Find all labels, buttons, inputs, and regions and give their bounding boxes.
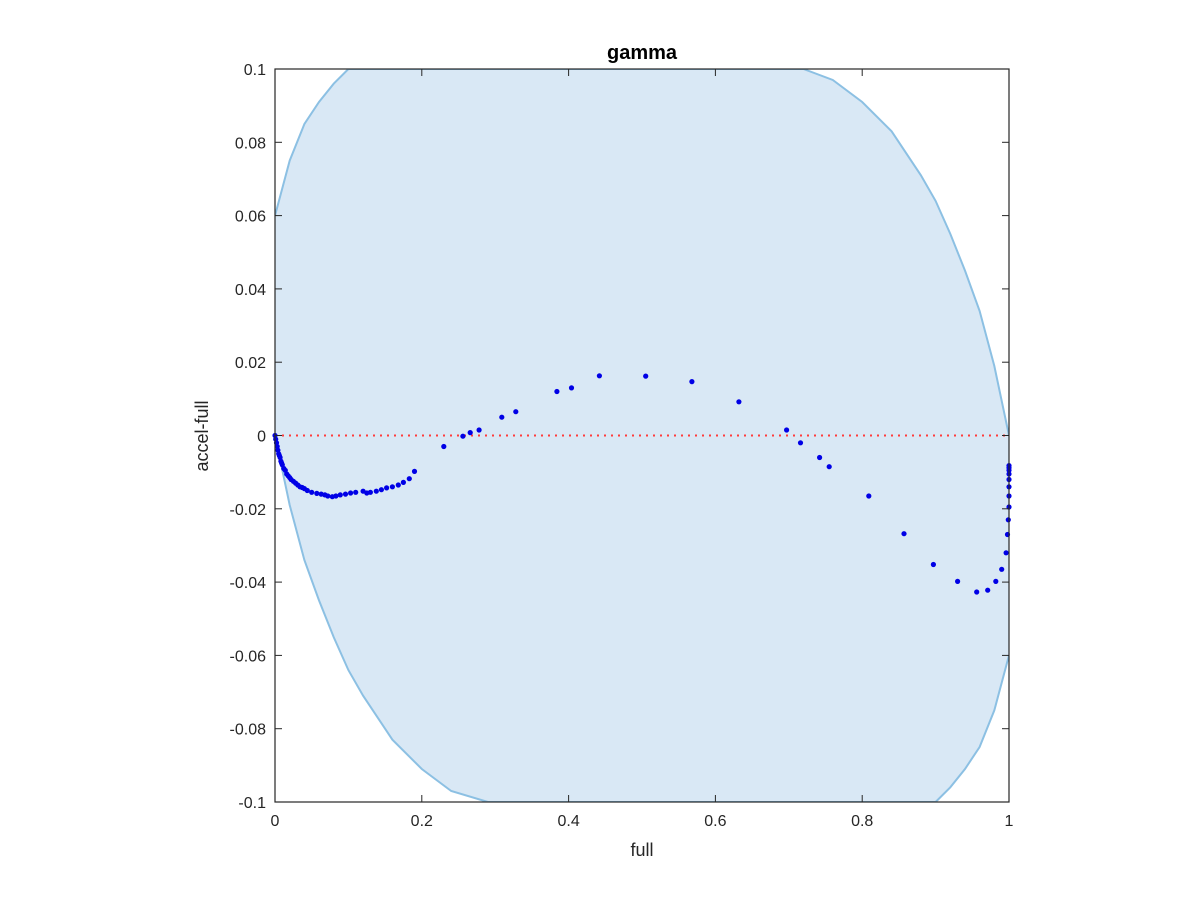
data-point	[689, 379, 695, 385]
x-tick-label: 0.6	[704, 813, 726, 830]
x-axis-label: full	[630, 840, 653, 860]
data-point	[353, 489, 359, 495]
band-lower-edge	[275, 435, 1009, 802]
y-tick-label: 0.02	[235, 355, 266, 372]
data-point	[367, 489, 373, 495]
x-tick-label: 0	[271, 813, 280, 830]
axes: 0 0.2 0.4 0.6 0.8 1 -0.1 -0.08 -0.06 -0.04 -0.02 0 0…	[230, 62, 1014, 830]
x-tick-label: 0.8	[851, 813, 873, 830]
data-point	[348, 490, 354, 496]
data-point	[974, 589, 980, 595]
data-point	[406, 476, 412, 482]
data-point	[467, 430, 473, 436]
chart-title: gamma	[607, 42, 678, 64]
x-tick-label: 1	[1005, 813, 1014, 830]
data-point	[568, 385, 575, 391]
y-tick-label: -0.1	[238, 795, 266, 812]
data-series	[272, 373, 1012, 595]
data-point	[325, 493, 331, 499]
y-tick-label: 0.1	[244, 62, 266, 79]
data-point	[999, 566, 1005, 572]
data-point	[1003, 550, 1009, 556]
data-point	[373, 488, 379, 494]
confidence-band	[275, 69, 1009, 802]
data-point	[395, 482, 401, 488]
data-point	[993, 578, 999, 585]
y-tick-label: 0.06	[235, 209, 266, 226]
data-point	[337, 492, 343, 498]
band-fill	[275, 69, 1009, 802]
data-point	[784, 427, 790, 433]
data-point	[476, 427, 482, 433]
data-point	[930, 561, 937, 568]
y-tick-label: 0.08	[235, 135, 266, 152]
data-point	[643, 373, 649, 379]
y-tick-label: -0.06	[230, 648, 267, 665]
y-tick-label: -0.08	[230, 722, 267, 739]
data-point	[985, 587, 991, 593]
y-tick-label: -0.02	[230, 502, 267, 519]
data-point	[389, 484, 395, 490]
band-upper-edge	[275, 69, 1009, 436]
data-point	[1005, 517, 1011, 523]
data-point	[826, 464, 832, 470]
data-point	[901, 531, 907, 537]
data-point	[441, 443, 447, 450]
data-point	[866, 493, 872, 499]
y-tick-label: 0	[257, 429, 266, 446]
data-point	[554, 388, 560, 395]
y-axis-label: accel-full	[192, 400, 212, 471]
data-point	[384, 485, 390, 491]
data-point	[304, 487, 310, 494]
data-point	[314, 490, 320, 496]
y-tick-label: -0.04	[230, 575, 267, 592]
y-tick-label: 0.04	[235, 282, 266, 299]
data-point	[596, 373, 603, 379]
data-point	[342, 491, 349, 497]
data-point	[513, 409, 519, 415]
data-point	[736, 399, 742, 405]
data-point	[400, 479, 406, 485]
x-tick-label: 0.4	[557, 813, 579, 830]
data-point	[499, 414, 505, 420]
x-tick-label: 0.2	[411, 813, 433, 830]
data-point	[333, 493, 339, 499]
data-point	[797, 440, 804, 446]
data-point	[309, 489, 315, 495]
data-point	[955, 578, 961, 585]
data-point	[378, 487, 384, 493]
data-point	[817, 454, 823, 461]
data-point	[460, 433, 466, 439]
data-point	[411, 468, 418, 474]
